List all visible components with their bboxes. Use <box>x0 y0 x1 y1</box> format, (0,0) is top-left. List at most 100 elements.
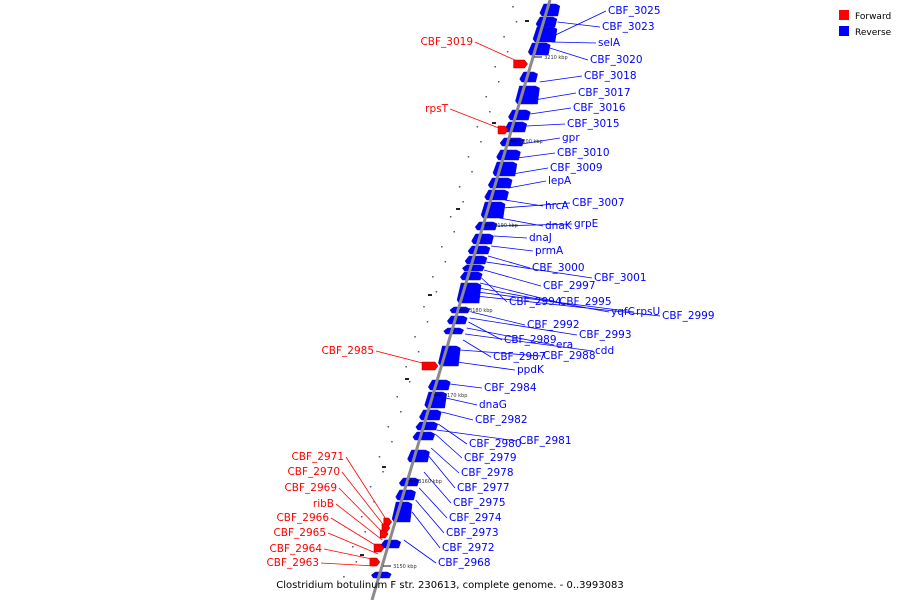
leader-line <box>330 517 381 549</box>
gene-label-era: era <box>556 339 573 351</box>
gene-label-cbf_2979: CBF_2979 <box>464 452 517 464</box>
leader-line <box>512 167 549 175</box>
gene-label-cbf_3018: CBF_3018 <box>584 70 637 82</box>
leader-line <box>466 327 555 346</box>
reverse-gene-block <box>443 327 465 335</box>
forward-gene-arrow <box>369 557 381 567</box>
gene-label-cbf_2965: CBF_2965 <box>273 527 326 539</box>
leader-line <box>327 532 379 555</box>
grid-dot <box>378 456 381 458</box>
gene-label-cbf_2987: CBF_2987 <box>493 351 546 363</box>
leader-line <box>464 333 594 352</box>
background-dots <box>343 6 529 578</box>
leader-line <box>490 245 534 252</box>
short-dash <box>382 466 386 468</box>
gene-label-cbf_2969: CBF_2969 <box>284 482 337 494</box>
leader-line <box>481 277 508 303</box>
gene-label-hrca: hrcA <box>545 200 570 212</box>
reverse-gene-block <box>504 121 528 133</box>
leader-line <box>456 361 516 371</box>
grid-dot <box>512 6 514 8</box>
leader-line <box>375 350 435 367</box>
reverse-gene-block <box>407 449 430 463</box>
leader-line <box>411 511 441 549</box>
gene-label-cbf_2993: CBF_2993 <box>579 329 632 341</box>
grid-dot <box>497 81 500 83</box>
reverse-gene-block <box>496 149 521 161</box>
gene-label-lepa: lepA <box>548 175 572 187</box>
gene-labels: CBF_3025 CBF_3023 selA CBF_3020 CBF_3018 CBF_… <box>266 5 714 569</box>
grid-dot <box>435 291 438 293</box>
gene-label-cbf_3025: CBF_3025 <box>608 5 661 17</box>
gene-label-cbf_2997: CBF_2997 <box>543 280 596 292</box>
grid-dot <box>355 561 358 563</box>
reverse-gene-block <box>415 421 439 431</box>
legend-reverse-swatch <box>839 26 849 36</box>
gene-label-cbf_3001: CBF_3001 <box>594 272 647 284</box>
gene-label-cbf_2988: CBF_2988 <box>543 350 596 362</box>
reverse-gene-block <box>446 315 468 325</box>
leader-line <box>434 433 463 459</box>
gene-label-cbf_3007: CBF_3007 <box>572 197 625 209</box>
gene-label-cbf_2972: CBF_2972 <box>442 542 495 554</box>
leader-line <box>430 447 460 474</box>
gene-label-ribb: ribB <box>313 498 334 510</box>
leader-line <box>469 317 578 336</box>
leader-line <box>345 456 389 523</box>
short-dash <box>492 122 496 124</box>
scale-tick-label: 3210 kbp <box>544 55 568 61</box>
short-dash <box>525 20 529 22</box>
leader-line <box>496 223 573 227</box>
legend-forward-label: Forward <box>855 12 891 22</box>
grid-dot <box>391 441 393 443</box>
reverse-gene-block <box>484 189 509 201</box>
gene-label-cbf_2966: CBF_2966 <box>276 512 329 524</box>
grid-dot <box>396 396 399 398</box>
grid-dot <box>480 141 482 143</box>
grid-dot <box>364 531 366 533</box>
gene-label-cbf_2978: CBF_2978 <box>461 467 514 479</box>
leader-line <box>341 471 387 529</box>
grid-dot <box>352 546 354 548</box>
reverse-gene-block <box>532 26 558 43</box>
label-leader-lines <box>320 10 661 567</box>
leader-line <box>504 199 544 207</box>
leader-line <box>483 269 542 287</box>
gene-label-cbf_2970: CBF_2970 <box>287 466 340 478</box>
gene-label-cbf_3016: CBF_3016 <box>573 102 626 114</box>
reverse-gene-block <box>474 221 498 231</box>
grid-dot <box>387 426 390 428</box>
genome-backbone <box>370 0 552 600</box>
leader-line <box>460 349 542 357</box>
grid-dot <box>485 96 488 98</box>
grid-dot <box>417 351 420 353</box>
short-dash <box>405 378 409 380</box>
scale-tick-label: 3150 kbp <box>393 564 417 570</box>
leader-line <box>338 487 385 535</box>
gene-label-cbf_2973: CBF_2973 <box>446 527 499 539</box>
grid-dot <box>441 246 443 248</box>
leader-line <box>539 75 583 83</box>
grid-dot <box>382 471 384 473</box>
scale-tick-label: 3200 kbp <box>519 139 543 145</box>
gene-label-prma: prmA <box>535 245 564 257</box>
gene-label-cbf_3020: CBF_3020 <box>590 54 643 66</box>
leader-line <box>486 261 593 279</box>
leader-line <box>553 10 607 37</box>
gene-label-cbf_2980: CBF_2980 <box>469 438 522 450</box>
grid-dot <box>373 501 375 503</box>
reverse-gene-block <box>398 477 420 487</box>
leader-line <box>479 282 558 303</box>
gene-label-rpsu: rpsU <box>636 306 660 318</box>
legend-reverse-label: Reverse <box>855 28 892 38</box>
reverse-gene-block <box>427 379 451 391</box>
gene-label-cbf_2981: CBF_2981 <box>519 435 572 447</box>
legend-forward-swatch <box>839 10 849 20</box>
grid-dot <box>408 381 411 383</box>
leader-line <box>468 321 503 341</box>
short-dash <box>456 208 460 210</box>
gene-label-cbf_2975: CBF_2975 <box>453 497 506 509</box>
gene-label-cbf_2977: CBF_2977 <box>457 482 510 494</box>
reverse-gene-block <box>459 271 483 281</box>
